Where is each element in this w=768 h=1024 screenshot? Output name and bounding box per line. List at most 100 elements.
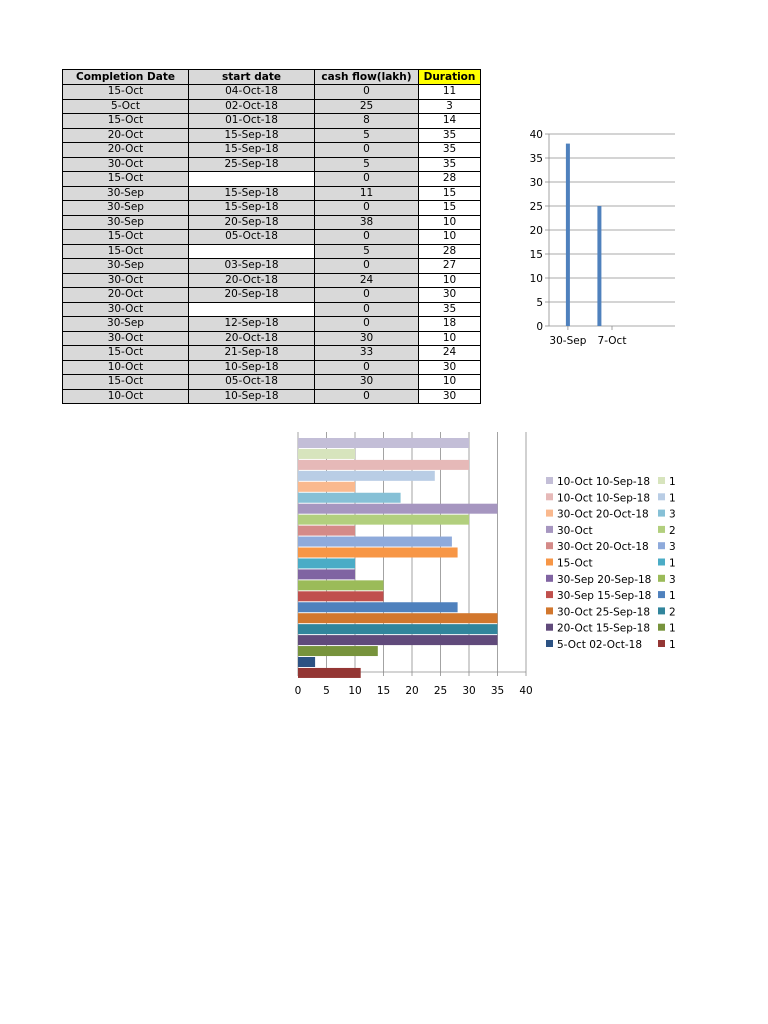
cash-flow-cell[interactable]: 0 (314, 142, 419, 158)
completion-date-cell[interactable]: 30-Sep (62, 316, 189, 332)
legend-label: 15 (669, 639, 682, 651)
start-date-cell[interactable]: 10-Sep-18 (188, 388, 315, 404)
cash-flow-cell[interactable]: 11 (314, 185, 419, 201)
cash-flow-cell[interactable]: 24 (314, 272, 419, 288)
completion-date-cell[interactable]: 15-Oct (62, 113, 189, 129)
duration-cell[interactable]: 15 (418, 200, 481, 216)
chart2-bar (298, 481, 355, 492)
cash-flow-cell[interactable]: 5 (314, 156, 419, 172)
cash-flow-cell[interactable]: 0 (314, 258, 419, 274)
chart2-bar (298, 525, 355, 536)
completion-date-cell[interactable]: 30-Sep (62, 214, 189, 230)
duration-cell[interactable]: 35 (418, 127, 481, 143)
table-row: 20-Oct 15-Sep-18 0 35 (62, 142, 481, 158)
completion-date-cell[interactable]: 30-Oct (62, 272, 189, 288)
duration-cell[interactable]: 27 (418, 258, 481, 274)
start-date-cell[interactable]: 15-Sep-18 (188, 200, 315, 216)
start-date-cell[interactable] (188, 171, 315, 187)
start-date-cell[interactable]: 02-Oct-18 (188, 98, 315, 114)
duration-cell[interactable]: 10 (418, 374, 481, 390)
cash-flow-cell[interactable]: 33 (314, 345, 419, 361)
chart2-x-tick-label: 35 (491, 685, 504, 697)
start-date-cell[interactable]: 05-Oct-18 (188, 374, 315, 390)
completion-date-cell[interactable]: 15-Oct (62, 84, 189, 100)
cash-flow-cell[interactable]: 0 (314, 287, 419, 303)
start-date-cell[interactable]: 20-Oct-18 (188, 272, 315, 288)
completion-date-cell[interactable]: 15-Oct (62, 229, 189, 245)
chart2-bar (298, 591, 384, 602)
duration-cell[interactable]: 30 (418, 359, 481, 375)
duration-cell[interactable]: 10 (418, 229, 481, 245)
cash-flow-cell[interactable]: 25 (314, 98, 419, 114)
header-completion-date[interactable]: Completion Date (62, 69, 189, 85)
duration-cell[interactable]: 10 (418, 272, 481, 288)
cash-flow-cell[interactable]: 5 (314, 127, 419, 143)
duration-cell[interactable]: 10 (418, 214, 481, 230)
completion-date-cell[interactable]: 30-Sep (62, 200, 189, 216)
chart2-bar (298, 448, 355, 459)
legend-label: 30 (669, 509, 682, 521)
start-date-cell[interactable]: 05-Oct-18 (188, 229, 315, 245)
start-date-cell[interactable]: 15-Sep-18 (188, 127, 315, 143)
legend-swatch (658, 542, 665, 550)
start-date-cell[interactable]: 15-Sep-18 (188, 185, 315, 201)
duration-cell[interactable]: 15 (418, 185, 481, 201)
completion-date-cell[interactable]: 20-Oct (62, 142, 189, 158)
chart2-bar (298, 536, 452, 547)
chart2-bar (298, 657, 316, 667)
duration-cell[interactable]: 24 (418, 345, 481, 361)
completion-date-cell[interactable]: 10-Oct (62, 359, 189, 375)
chart2-bar (298, 667, 361, 678)
legend-swatch (546, 591, 553, 599)
cash-flow-cell[interactable]: 0 (314, 301, 419, 317)
start-date-cell[interactable]: 04-Oct-18 (188, 84, 315, 100)
completion-date-cell[interactable]: 15-Oct (62, 243, 189, 259)
cash-flow-cell[interactable]: 0 (314, 200, 419, 216)
table-row: 30-Sep 12-Sep-18 0 18 (62, 316, 481, 332)
table-row: 30-Oct 25-Sep-18 5 35 (62, 156, 481, 172)
table-row: 5-Oct 02-Oct-18 25 3 (62, 98, 481, 114)
chart2-x-tick-label: 25 (434, 685, 447, 697)
completion-date-cell[interactable]: 15-Oct (62, 374, 189, 390)
legend-label: 20 (669, 606, 682, 618)
cash-flow-cell[interactable]: 0 (314, 229, 419, 245)
duration-cell[interactable]: 35 (418, 142, 481, 158)
cash-flow-cell[interactable]: 0 (314, 388, 419, 404)
start-date-cell[interactable]: 15-Sep-18 (188, 142, 315, 158)
header-cash-flow[interactable]: cash flow(lakh) (314, 69, 419, 85)
start-date-cell[interactable]: 20-Sep-18 (188, 214, 315, 230)
completion-date-cell[interactable]: 30-Oct (62, 156, 189, 172)
table-row: 15-Oct 05-Oct-18 0 10 (62, 229, 481, 245)
start-date-cell[interactable] (188, 301, 315, 317)
header-duration[interactable]: Duration (418, 69, 481, 85)
cash-flow-cell[interactable]: 38 (314, 214, 419, 230)
duration-cell[interactable]: 11 (418, 84, 481, 100)
chart1-y-tick-label: 15 (530, 249, 543, 261)
legend-swatch (658, 623, 665, 631)
chart1-y-tick-label: 0 (536, 321, 543, 333)
start-date-cell[interactable]: 10-Sep-18 (188, 359, 315, 375)
chart2-x-tick-label: 0 (295, 685, 302, 697)
legend-label: 30 (669, 541, 682, 553)
legend-label: 10-Oct 10-Sep-18 (557, 492, 650, 504)
completion-date-cell[interactable]: 30-Sep (62, 185, 189, 201)
duration-cell[interactable]: 35 (418, 301, 481, 317)
start-date-cell[interactable]: 12-Sep-18 (188, 316, 315, 332)
legend-swatch (658, 477, 665, 484)
duration-cell[interactable]: 35 (418, 156, 481, 172)
cash-flow-cell[interactable]: 0 (314, 171, 419, 187)
completion-date-cell[interactable]: 15-Oct (62, 171, 189, 187)
completion-date-cell[interactable]: 10-Oct (62, 388, 189, 404)
legend-swatch (546, 558, 553, 566)
header-start-date[interactable]: start date (188, 69, 315, 85)
chart1-bar (597, 206, 602, 326)
duration-cell[interactable]: 30 (418, 388, 481, 404)
legend-swatch (658, 591, 665, 599)
table-row: 15-Oct 5 28 (62, 243, 481, 259)
duration-cell[interactable]: 3 (418, 98, 481, 114)
duration-cell[interactable]: 28 (418, 171, 481, 187)
start-date-cell[interactable]: 01-Oct-18 (188, 113, 315, 129)
cash-flow-cell[interactable]: 30 (314, 330, 419, 346)
cash-flow-cell[interactable]: 0 (314, 316, 419, 332)
start-date-cell[interactable] (188, 243, 315, 259)
